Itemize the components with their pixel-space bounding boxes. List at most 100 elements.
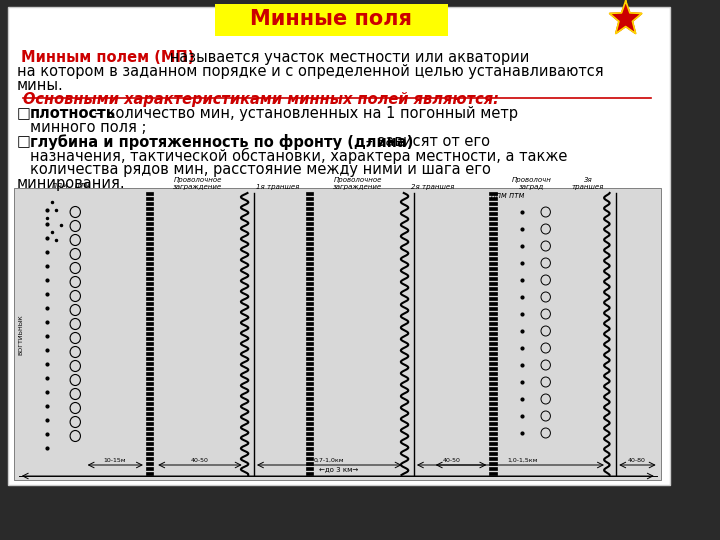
Bar xyxy=(306,192,313,195)
Bar xyxy=(490,312,497,315)
Bar xyxy=(306,412,313,415)
Bar xyxy=(490,212,497,215)
Bar xyxy=(306,467,313,470)
Bar xyxy=(490,292,497,295)
Text: □: □ xyxy=(17,134,31,149)
Bar xyxy=(490,367,497,370)
Bar xyxy=(306,257,313,260)
Bar xyxy=(306,452,313,455)
Text: количества рядов мин, расстояние между ними и шага его: количества рядов мин, расстояние между н… xyxy=(30,162,491,177)
Bar xyxy=(306,397,313,400)
Bar xyxy=(490,372,497,375)
Bar xyxy=(306,322,313,325)
Bar xyxy=(146,272,153,275)
Bar xyxy=(490,202,497,205)
Text: 2я траншея: 2я траншея xyxy=(411,184,454,190)
Text: 40-50: 40-50 xyxy=(191,458,208,463)
Bar xyxy=(490,297,497,300)
Bar xyxy=(490,447,497,450)
Bar xyxy=(490,252,497,255)
Bar xyxy=(146,222,153,225)
Text: Основными характеристиками минных полей являются:: Основными характеристиками минных полей … xyxy=(22,92,498,107)
Bar xyxy=(306,292,313,295)
Bar xyxy=(490,192,497,195)
Bar xyxy=(306,417,313,420)
Bar xyxy=(146,292,153,295)
Bar xyxy=(146,217,153,220)
Text: □: □ xyxy=(17,106,31,121)
Bar xyxy=(306,212,313,215)
Bar xyxy=(306,407,313,410)
Bar xyxy=(146,247,153,250)
Bar xyxy=(146,372,153,375)
Bar xyxy=(306,267,313,270)
Bar xyxy=(490,417,497,420)
Bar xyxy=(490,422,497,425)
Bar xyxy=(490,427,497,430)
Bar xyxy=(146,367,153,370)
Bar xyxy=(490,267,497,270)
Bar xyxy=(146,362,153,365)
Bar xyxy=(490,467,497,470)
Bar xyxy=(146,417,153,420)
Bar xyxy=(490,282,497,285)
Bar xyxy=(146,277,153,280)
Bar xyxy=(490,462,497,465)
Bar xyxy=(146,202,153,205)
Bar xyxy=(146,357,153,360)
Bar xyxy=(490,392,497,395)
Bar xyxy=(306,287,313,290)
Bar xyxy=(490,232,497,235)
Bar xyxy=(306,277,313,280)
Bar xyxy=(146,352,153,355)
Text: Проволочн
заград: Проволочн заград xyxy=(512,177,552,190)
Text: Минные поля: Минные поля xyxy=(250,9,412,29)
Bar xyxy=(146,392,153,395)
Bar xyxy=(306,282,313,285)
Bar xyxy=(146,457,153,460)
Bar xyxy=(490,407,497,410)
Bar xyxy=(146,327,153,330)
Bar xyxy=(306,347,313,350)
Bar xyxy=(146,267,153,270)
Bar xyxy=(146,192,153,195)
Bar xyxy=(490,322,497,325)
Bar xyxy=(306,272,313,275)
Bar xyxy=(490,272,497,275)
Bar xyxy=(306,252,313,255)
Text: ←до 3 км→: ←до 3 км→ xyxy=(319,466,359,472)
Bar xyxy=(490,197,497,200)
Bar xyxy=(146,397,153,400)
Bar xyxy=(490,377,497,380)
Bar xyxy=(146,342,153,345)
Bar xyxy=(306,312,313,315)
Bar xyxy=(146,412,153,415)
Bar xyxy=(306,472,313,475)
Bar xyxy=(306,442,313,445)
Bar xyxy=(306,302,313,305)
Text: плотность: плотность xyxy=(30,106,116,121)
Text: ппм птм: ппм птм xyxy=(491,191,525,200)
Text: 40-80: 40-80 xyxy=(628,458,646,463)
Bar xyxy=(146,207,153,210)
Text: 1я траншея: 1я траншея xyxy=(256,184,300,190)
Bar xyxy=(490,342,497,345)
Bar xyxy=(146,227,153,230)
Bar xyxy=(490,332,497,335)
Bar xyxy=(306,207,313,210)
Bar xyxy=(146,447,153,450)
Bar xyxy=(490,257,497,260)
Bar xyxy=(146,452,153,455)
Bar xyxy=(306,332,313,335)
Bar xyxy=(306,357,313,360)
Text: 1,0-1,5км: 1,0-1,5км xyxy=(507,458,537,463)
Bar xyxy=(490,357,497,360)
Bar xyxy=(490,207,497,210)
Bar xyxy=(306,402,313,405)
Text: – количество мин, установленных на 1 погонный метр: – количество мин, установленных на 1 пог… xyxy=(90,106,518,121)
Bar xyxy=(146,232,153,235)
Bar xyxy=(146,347,153,350)
Bar xyxy=(146,237,153,240)
Bar xyxy=(306,237,313,240)
Bar xyxy=(146,257,153,260)
